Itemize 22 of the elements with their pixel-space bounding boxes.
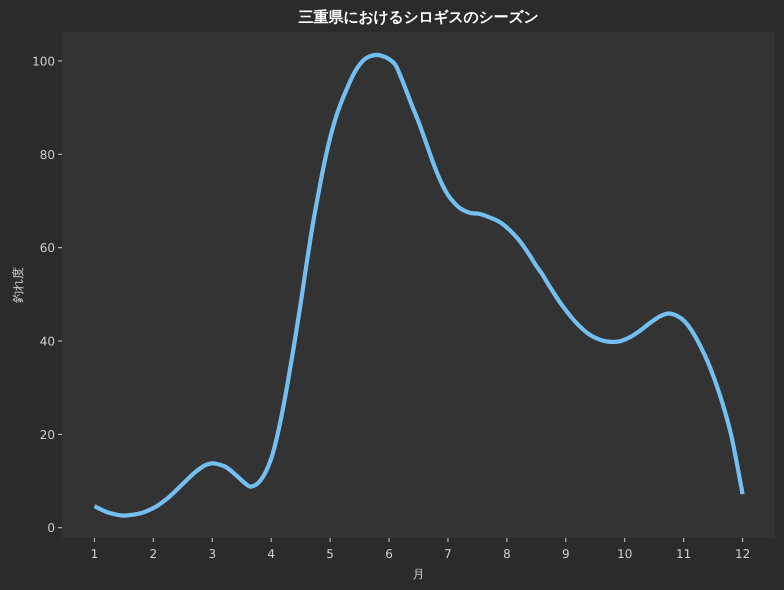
y-tick-label: 20	[40, 428, 55, 442]
y-tick-label: 40	[40, 334, 55, 349]
y-axis-title: 釣れ度	[11, 267, 25, 303]
x-tick-label: 12	[734, 547, 750, 561]
x-tick-label: 5	[326, 547, 334, 561]
x-tick-label: 11	[676, 547, 692, 561]
x-axis-title: 月	[412, 567, 424, 581]
x-tick-label: 3	[208, 547, 216, 561]
x-tick-label: 7	[444, 547, 452, 561]
y-tick-label: 100	[32, 54, 55, 68]
y-tick-label: 60	[40, 241, 55, 256]
x-tick-label: 8	[503, 547, 511, 561]
x-tick-label: 2	[150, 547, 158, 561]
x-tick-label: 4	[267, 547, 276, 561]
x-tick-label: 1	[90, 547, 98, 561]
y-tick-label: 0	[47, 521, 55, 536]
y-tick-label: 80	[40, 148, 55, 162]
x-tick-label: 10	[617, 547, 632, 561]
chart-title: 三重県におけるシロギスのシーズン	[298, 8, 538, 26]
line-series	[92, 52, 745, 518]
x-tick-label: 9	[562, 547, 570, 561]
x-tick-label: 6	[385, 547, 393, 561]
